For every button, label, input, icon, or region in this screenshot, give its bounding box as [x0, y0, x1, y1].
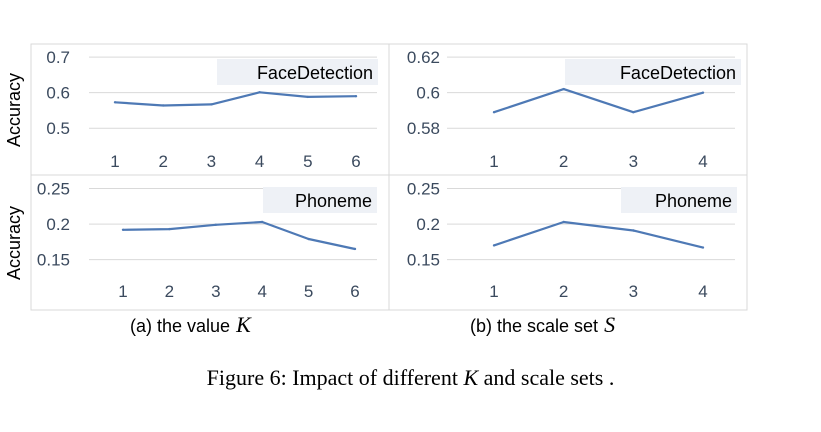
- data-point: [162, 104, 165, 107]
- y-axis-label: Accuracy: [4, 73, 24, 147]
- figure-caption: Figure 6: Impact of different K and scal…: [0, 365, 821, 391]
- x-tick-label: 1: [489, 152, 498, 171]
- x-tick-label: 6: [351, 152, 360, 171]
- chart-panel: 0.15 0.2 0.25 1 2 3 4 5 6 Phoneme Accuracy: [4, 174, 390, 311]
- data-point: [121, 228, 125, 231]
- y-tick-label: 0.7: [46, 48, 70, 67]
- data-point: [307, 237, 310, 241]
- x-tick-label: 2: [165, 282, 174, 301]
- data-point: [701, 246, 705, 249]
- y-tick-label: 0.2: [416, 215, 440, 234]
- x-tick-label: 1: [118, 282, 127, 301]
- dataset-label-bg: [621, 187, 737, 213]
- x-tick-label: 3: [629, 152, 638, 171]
- dataset-label: FaceDetection: [620, 63, 736, 83]
- chart-panel: 0.58 0.6 0.62 1 2 3 4 FaceDetection: [388, 43, 748, 176]
- x-tick-label: 4: [698, 282, 707, 301]
- data-point: [632, 111, 635, 114]
- y-tick-label: 0.6: [416, 84, 440, 103]
- subcaption-b-text: (b) the scale set: [470, 316, 599, 336]
- x-tick-label: 3: [207, 152, 216, 171]
- series-line: [493, 87, 704, 114]
- data-point: [562, 87, 565, 91]
- series-line: [114, 91, 357, 107]
- x-tick-label: 4: [698, 152, 707, 171]
- data-point: [492, 111, 496, 114]
- data-point: [354, 95, 358, 98]
- data-point: [168, 227, 171, 231]
- data-point: [113, 101, 117, 104]
- x-tick-label: 1: [489, 282, 498, 301]
- data-point: [562, 220, 565, 224]
- y-tick-label: 0.6: [46, 84, 70, 103]
- x-tick-label: 2: [158, 152, 167, 171]
- x-tick-label: 6: [350, 282, 359, 301]
- data-point: [353, 247, 357, 251]
- data-point: [492, 244, 496, 247]
- data-point: [306, 95, 309, 99]
- data-point: [210, 103, 213, 106]
- x-tick-label: 4: [257, 282, 266, 301]
- subcaption-a-symbol: K: [236, 312, 251, 337]
- data-point: [258, 91, 261, 94]
- dataset-label: Phoneme: [655, 191, 732, 211]
- subcaption-a-text: (a) the value: [130, 316, 231, 336]
- subcaption-a: (a) the value K: [130, 312, 251, 338]
- data-point: [214, 223, 217, 226]
- y-axis-label: Accuracy: [4, 206, 24, 280]
- chart-panel: 0.5 0.6 0.7 1 2 3 4 5 6 FaceDetection Accuracy: [4, 43, 390, 176]
- x-tick-label: 3: [629, 282, 638, 301]
- x-tick-label: 2: [559, 282, 568, 301]
- x-tick-label: 2: [559, 152, 568, 171]
- series-line: [122, 220, 356, 251]
- chart-panel: 0.15 0.2 0.25 1 2 3 4 Phoneme: [388, 174, 748, 311]
- y-tick-label: 0.25: [37, 180, 70, 199]
- dataset-label-bg: [263, 187, 377, 213]
- y-tick-label: 0.15: [37, 251, 70, 270]
- dataset-label-bg: [217, 59, 378, 85]
- subcaption-b: (b) the scale set S: [470, 312, 615, 338]
- data-point: [261, 220, 264, 224]
- y-tick-label: 0.15: [407, 251, 440, 270]
- figure-caption-prefix: Figure 6: Impact of different: [206, 365, 458, 390]
- data-point: [632, 229, 635, 232]
- y-tick-label: 0.25: [407, 180, 440, 199]
- x-tick-label: 5: [303, 152, 312, 171]
- y-tick-label: 0.62: [407, 48, 440, 67]
- y-tick-label: 0.5: [46, 119, 70, 138]
- dataset-label: Phoneme: [295, 191, 372, 211]
- y-tick-label: 0.58: [407, 119, 440, 138]
- subcaption-b-symbol: S: [604, 312, 616, 337]
- x-tick-label: 4: [255, 152, 264, 171]
- x-tick-label: 1: [110, 152, 119, 171]
- data-point: [701, 91, 705, 94]
- x-tick-label: 5: [304, 282, 313, 301]
- dataset-label: FaceDetection: [257, 63, 373, 83]
- figure-caption-symbol: K: [463, 365, 479, 390]
- dataset-label-bg: [565, 59, 741, 85]
- series-line: [493, 220, 704, 249]
- x-tick-label: 3: [211, 282, 220, 301]
- figure-caption-suffix: and scale sets .: [483, 365, 615, 390]
- y-tick-label: 0.2: [46, 215, 70, 234]
